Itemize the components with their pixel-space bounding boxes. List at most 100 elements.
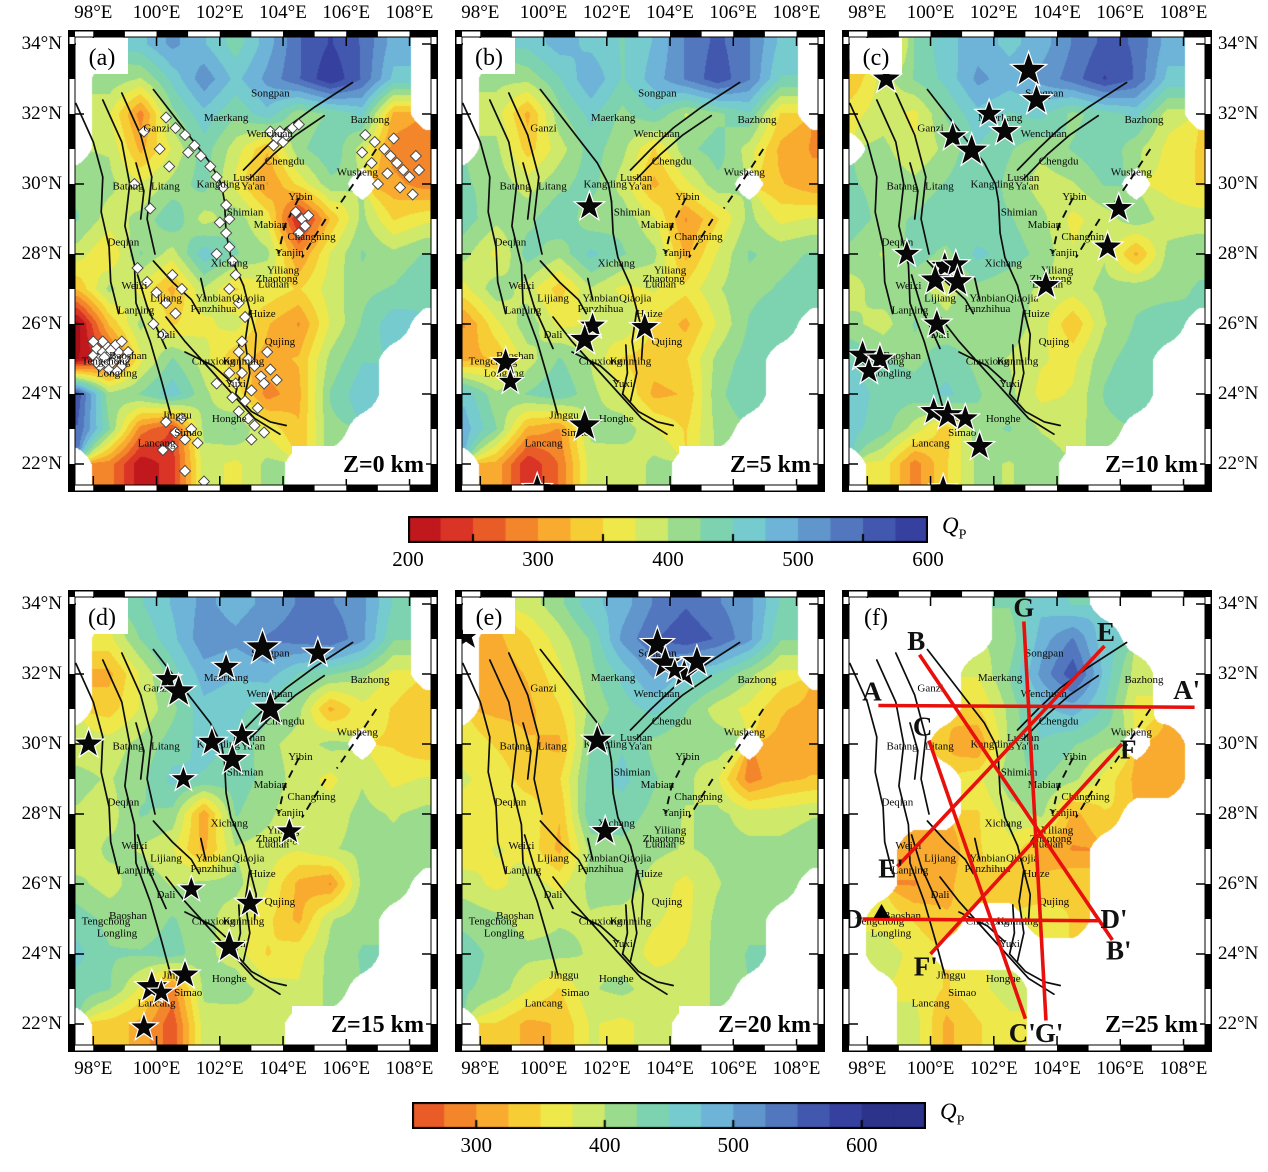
frame-segment bbox=[377, 485, 410, 492]
frame-segment bbox=[543, 590, 576, 597]
city-label: Weixi bbox=[895, 280, 921, 292]
city-label: Yanbian bbox=[195, 852, 232, 864]
fault-line bbox=[242, 81, 354, 171]
frame-segment bbox=[842, 814, 849, 849]
earthquake-star-icon bbox=[973, 97, 1006, 128]
frame-segment bbox=[431, 219, 438, 254]
city-label: Tengchong bbox=[469, 915, 518, 927]
frame-segment bbox=[93, 485, 125, 492]
frame-segment bbox=[818, 359, 825, 394]
city-label: Xichang bbox=[985, 817, 1023, 829]
fault-line bbox=[1008, 953, 1062, 987]
frame-segment bbox=[575, 30, 607, 37]
frame-segment bbox=[1120, 590, 1152, 597]
frame-segment bbox=[455, 744, 462, 779]
lon-tick-label: 100°E bbox=[519, 2, 568, 23]
station-diamond-icon bbox=[159, 111, 173, 124]
frame-segment bbox=[1120, 30, 1152, 37]
cross-section-label: C' bbox=[1009, 1018, 1036, 1048]
colorbar-tick-label: 300 bbox=[460, 1133, 493, 1157]
fault-line bbox=[629, 641, 741, 731]
fault-line bbox=[997, 760, 1019, 847]
frame-corner bbox=[818, 30, 825, 37]
city-label: Yanbian bbox=[582, 292, 619, 304]
station-diamond-icon bbox=[226, 254, 239, 268]
frame-segment bbox=[930, 1045, 963, 1052]
fault-line bbox=[488, 99, 559, 416]
volcano-triangle-icon bbox=[873, 904, 890, 918]
city-label: Yibin bbox=[675, 191, 700, 203]
city-label: Changning bbox=[287, 791, 336, 803]
frame-segment bbox=[431, 954, 438, 989]
frame-segment bbox=[156, 485, 189, 492]
frame-segment bbox=[377, 590, 410, 597]
cross-section-label: B' bbox=[1106, 936, 1132, 966]
city-label: Dali bbox=[544, 889, 563, 901]
city-label: Songpan bbox=[1025, 648, 1064, 660]
depth-label-box bbox=[679, 1006, 813, 1039]
earthquake-star-icon bbox=[935, 118, 970, 152]
frame-segment bbox=[1205, 779, 1212, 814]
city-label: Lancang bbox=[138, 438, 176, 450]
city-label: Tengchong bbox=[82, 355, 131, 367]
lon-tick-label: 102°E bbox=[195, 1058, 244, 1079]
frame-segment bbox=[842, 149, 849, 184]
frame-segment bbox=[409, 1045, 438, 1052]
city-label: Lanping bbox=[892, 305, 929, 317]
lon-tick-label: 102°E bbox=[582, 2, 631, 23]
frame-segment bbox=[606, 485, 639, 492]
fault-line bbox=[875, 659, 946, 976]
fault-line bbox=[539, 648, 613, 763]
city-label: Jinggu bbox=[549, 970, 579, 982]
frame-segment bbox=[701, 590, 734, 597]
station-diamond-icon bbox=[235, 366, 249, 380]
fault-line-dashed bbox=[336, 708, 378, 770]
frame-segment bbox=[842, 79, 849, 114]
frame-segment bbox=[455, 254, 462, 289]
fault-line bbox=[120, 92, 156, 255]
station-diamond-icon bbox=[163, 160, 176, 173]
city-label: Wenchuan bbox=[247, 128, 294, 140]
frame-inner-outline bbox=[74, 596, 432, 1046]
frame-segment bbox=[511, 485, 544, 492]
lat-tick-label: 32°N bbox=[1218, 663, 1259, 684]
lon-tick-label: 106°E bbox=[709, 1058, 758, 1079]
fault-line-dashed bbox=[1051, 757, 1074, 815]
station-diamond-icon bbox=[261, 345, 274, 359]
frame-segment bbox=[842, 989, 849, 1024]
lon-tick-label: 108°E bbox=[385, 1058, 434, 1079]
city-label: Deqian bbox=[107, 796, 139, 808]
city-label: Shimian bbox=[614, 207, 651, 219]
city-label: Lanping bbox=[118, 865, 155, 877]
frame-segment bbox=[346, 30, 378, 37]
frame-segment bbox=[409, 590, 438, 597]
city-label: Yanjin bbox=[275, 247, 304, 259]
cross-section-label: D' bbox=[1100, 904, 1127, 934]
frame-segment bbox=[346, 485, 378, 492]
depth-label-box bbox=[1066, 446, 1200, 479]
station-diamond-icon bbox=[169, 426, 182, 439]
station-diamond-icon bbox=[381, 167, 394, 180]
fault-line bbox=[539, 88, 613, 203]
city-label: Weixi bbox=[121, 840, 147, 852]
fault-line-dashed bbox=[277, 197, 300, 255]
city-label: Longling bbox=[97, 928, 138, 940]
cross-section-line-G bbox=[1022, 621, 1048, 1021]
city-label: Lancang bbox=[525, 438, 563, 450]
fault-line-dashed bbox=[664, 757, 687, 815]
station-diamond-icon bbox=[169, 307, 182, 320]
fault-line bbox=[635, 114, 713, 180]
earthquake-star-icon bbox=[232, 885, 267, 918]
city-label: Qujing bbox=[652, 896, 683, 908]
frame-segment bbox=[1183, 485, 1212, 492]
frame-segment bbox=[1205, 604, 1212, 639]
station-diamond-icon bbox=[178, 433, 192, 446]
frame-segment bbox=[283, 30, 315, 37]
city-label: Yanbian bbox=[582, 852, 619, 864]
panel-letter: (e) bbox=[476, 605, 503, 631]
fault-line bbox=[184, 351, 232, 383]
depth-label-box bbox=[1066, 1006, 1200, 1039]
city-label: Qujing bbox=[1039, 896, 1070, 908]
city-label: Yuxi bbox=[999, 378, 1020, 390]
